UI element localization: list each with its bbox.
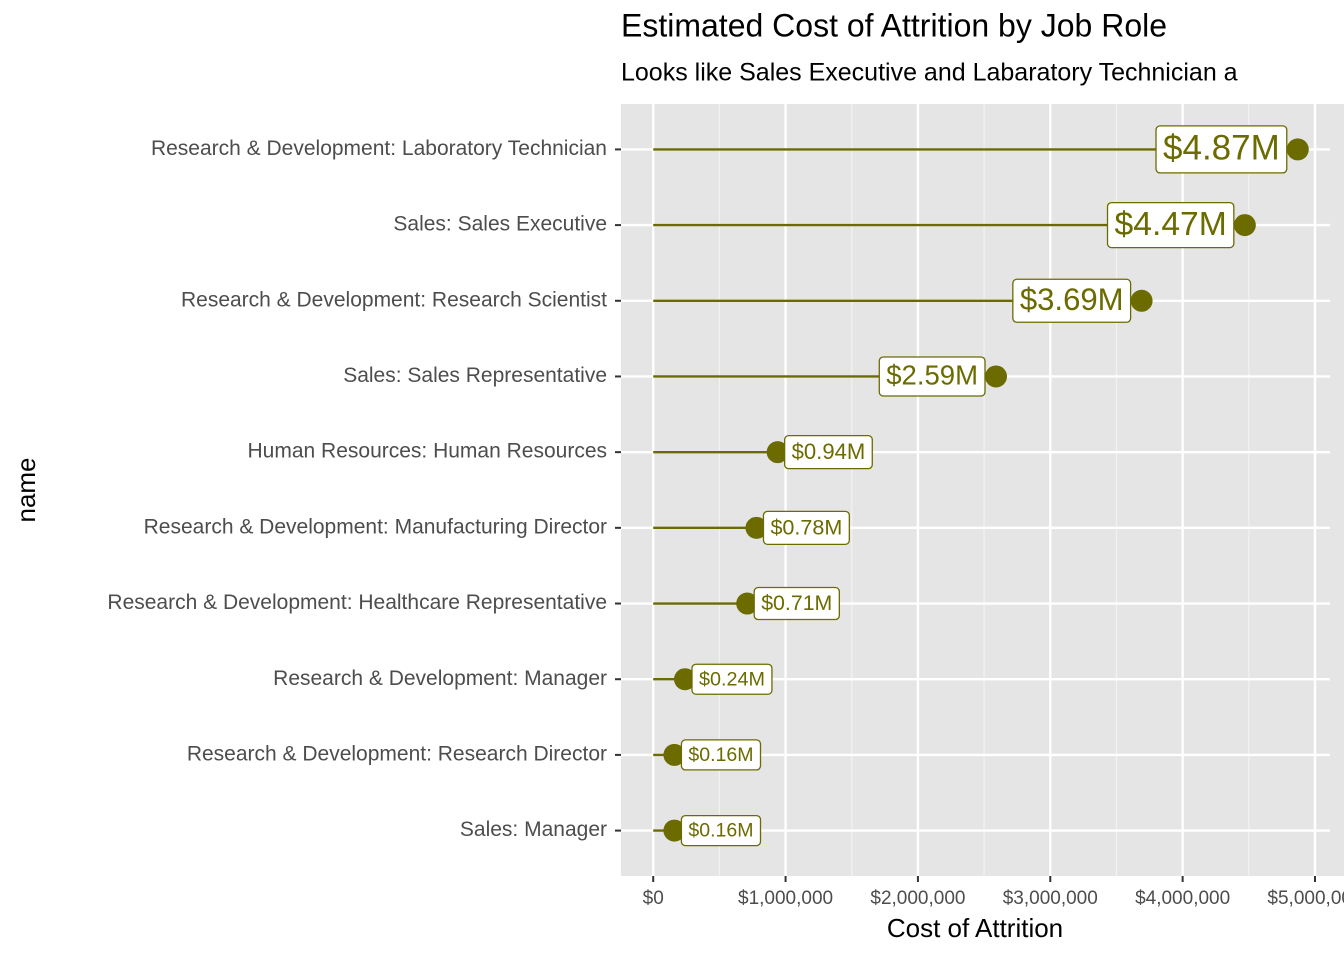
value-label-group: $3.69M bbox=[1012, 278, 1132, 323]
point bbox=[663, 743, 686, 766]
y-tick-label: Research & Development: Research Directo… bbox=[187, 742, 607, 765]
x-tick-label: $2,000,000 bbox=[870, 888, 965, 909]
value-label-box bbox=[1155, 125, 1288, 174]
value-label: $0.78M bbox=[770, 515, 842, 540]
point bbox=[1233, 214, 1256, 237]
point bbox=[1130, 289, 1153, 312]
x-tick-label: $0 bbox=[643, 888, 664, 909]
x-tick-label: $4,000,000 bbox=[1135, 888, 1230, 909]
value-label-group: $4.47M bbox=[1106, 201, 1235, 249]
value-label-box bbox=[762, 510, 850, 545]
value-label-group: $0.94M bbox=[783, 435, 873, 470]
marks: $4.87M $4.47M $3.69M $2.59M $0.94M $0.78M $0.7… bbox=[653, 125, 1309, 847]
value-label: $4.47M bbox=[1115, 206, 1227, 243]
point bbox=[745, 516, 768, 539]
value-label-group: $0.16M bbox=[680, 814, 762, 847]
y-tick-label: Research & Development: Manufacturing Di… bbox=[144, 515, 607, 538]
x-tick-label: $5,000,000 bbox=[1267, 888, 1344, 909]
y-tick-label: Sales: Sales Executive bbox=[393, 213, 607, 236]
value-label: $3.69M bbox=[1020, 282, 1124, 317]
value-label-group: $0.24M bbox=[691, 663, 773, 695]
y-tick-label: Research & Development: Healthcare Repre… bbox=[107, 591, 607, 614]
y-tick-label: Sales: Manager bbox=[460, 818, 607, 841]
value-label: $0.94M bbox=[792, 439, 866, 464]
y-tick-label: Research & Development: Manager bbox=[273, 667, 607, 690]
value-label-box bbox=[691, 663, 773, 695]
value-label: $2.59M bbox=[886, 360, 978, 391]
y-axis-title: name bbox=[11, 457, 41, 522]
value-label-box bbox=[878, 356, 986, 397]
chart-title: Estimated Cost of Attrition by Job Role bbox=[621, 7, 1167, 43]
value-label-box bbox=[680, 814, 762, 847]
value-label: $0.16M bbox=[688, 820, 753, 842]
value-label: $0.24M bbox=[699, 668, 765, 690]
point bbox=[673, 668, 696, 691]
value-label-box bbox=[680, 739, 762, 771]
value-label: $0.16M bbox=[688, 744, 753, 766]
x-tick-label: $3,000,000 bbox=[1003, 888, 1098, 909]
point bbox=[1286, 138, 1309, 161]
y-tick-label: Sales: Sales Representative bbox=[343, 364, 607, 387]
value-label: $4.87M bbox=[1163, 129, 1280, 168]
y-tick-label: Research & Development: Laboratory Techn… bbox=[151, 137, 607, 160]
value-label-group: $0.71M bbox=[753, 586, 840, 621]
value-label-box bbox=[1012, 278, 1132, 323]
chart-subtitle: Looks like Sales Executive and Labarator… bbox=[621, 59, 1238, 87]
value-label-group: $4.87M bbox=[1155, 125, 1288, 174]
y-tick-label: Research & Development: Research Scienti… bbox=[181, 288, 607, 311]
point bbox=[736, 592, 759, 615]
value-label-group: $2.59M bbox=[878, 356, 986, 397]
x-tick-label: $1,000,000 bbox=[738, 888, 833, 909]
x-axis-title: Cost of Attrition bbox=[887, 913, 1063, 943]
point bbox=[985, 365, 1008, 388]
y-tick-label: Human Resources: Human Resources bbox=[248, 440, 607, 463]
point bbox=[766, 441, 789, 464]
value-label-group: $0.78M bbox=[762, 510, 850, 545]
value-label-box bbox=[1106, 201, 1235, 249]
value-label-box bbox=[783, 435, 873, 470]
point bbox=[663, 819, 686, 842]
value-label-group: $0.16M bbox=[680, 739, 762, 771]
value-label-box bbox=[753, 586, 840, 621]
value-label: $0.71M bbox=[761, 591, 832, 615]
